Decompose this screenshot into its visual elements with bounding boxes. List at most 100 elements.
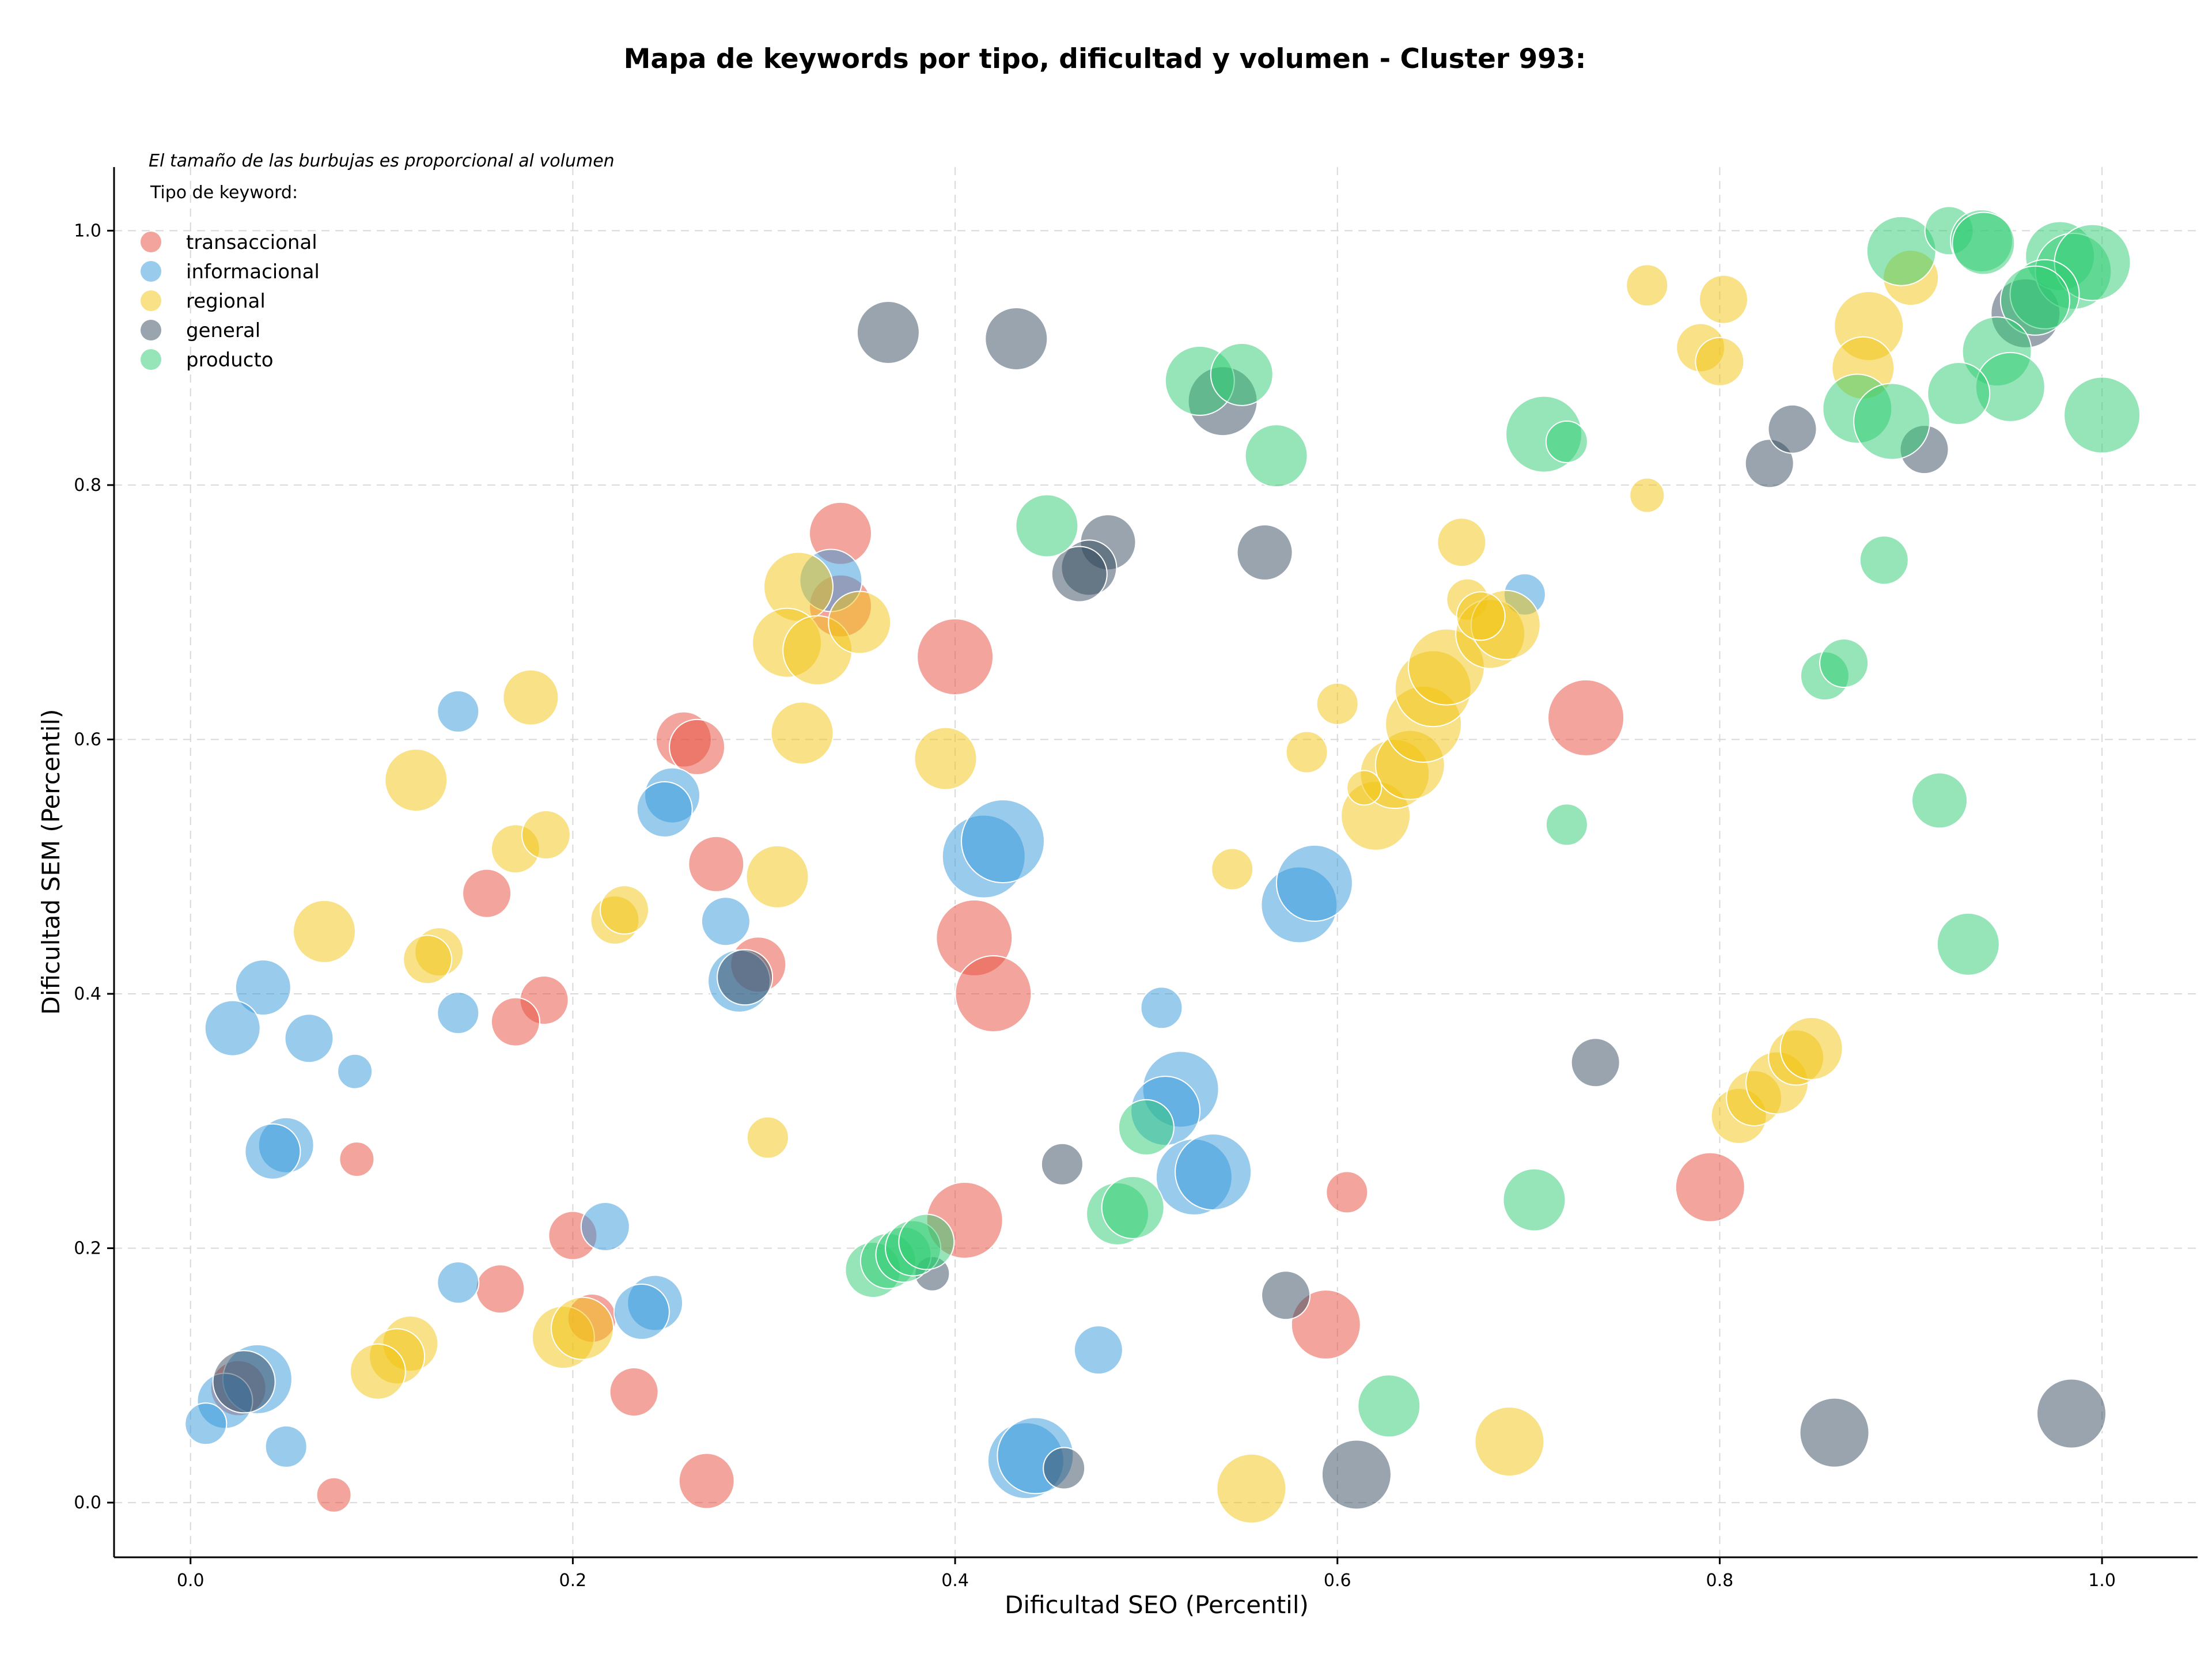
bubble-regional	[1626, 264, 1669, 307]
bubble-transaccional	[1675, 1152, 1745, 1223]
x-tick-label: 1.0	[2088, 1571, 2116, 1591]
bubble-informacional	[580, 1202, 630, 1251]
y-axis-label: Dificultad SEM (Percentil)	[37, 709, 65, 1015]
bubble-producto	[1819, 638, 1869, 688]
bubble-transaccional	[609, 1367, 659, 1417]
bubble-informacional	[437, 1261, 480, 1304]
bubble-regional	[1437, 517, 1487, 567]
bubble-producto	[1357, 1374, 1421, 1438]
bubble-informacional	[1073, 1325, 1123, 1375]
bubble-regional	[1629, 477, 1665, 513]
bubble-regional	[1211, 847, 1254, 891]
bubble-regional	[1316, 682, 1359, 725]
legend-item-producto: producto	[141, 349, 274, 372]
legend-label: informacional	[186, 260, 320, 283]
bubble-general	[1040, 1142, 1084, 1186]
bubble-general	[1043, 1447, 1086, 1490]
x-tick-label: 0.6	[1324, 1571, 1351, 1591]
bubble-layer	[184, 206, 2141, 1524]
bubble-producto	[1927, 362, 1991, 425]
bubble-general	[984, 307, 1048, 370]
bubble-regional	[1456, 591, 1506, 641]
bubble-producto	[1911, 772, 1968, 829]
bubble-informacional	[264, 1425, 308, 1468]
bubble-size-note: El tamaño de las burbujas es proporciona…	[149, 151, 615, 171]
x-axis-label: Dificultad SEO (Percentil)	[1005, 1591, 1309, 1619]
bubble-producto	[1244, 424, 1308, 488]
bubble-transaccional	[916, 618, 994, 695]
bubble-producto	[1101, 1175, 1165, 1239]
bubble-producto	[1999, 265, 2070, 336]
legend-item-regional: regional	[141, 290, 266, 313]
legend-item-general: general	[141, 319, 260, 342]
bubble-producto	[1118, 1099, 1175, 1156]
x-tick-label: 0.4	[941, 1571, 969, 1591]
bubble-transaccional	[955, 955, 1032, 1032]
bubble-producto	[1952, 211, 2016, 275]
bubble-informacional	[204, 1000, 261, 1057]
bubble-regional	[1346, 770, 1382, 806]
legend-marker	[141, 320, 161, 340]
chart-title: Mapa de keywords por tipo, dificultad y …	[624, 43, 1586, 75]
bubble-regional	[914, 727, 978, 790]
y-tick-label: 0.2	[74, 1239, 101, 1259]
bubble-regional	[384, 748, 448, 812]
bubble-regional	[293, 899, 356, 963]
bubble-informacional	[961, 799, 1045, 884]
bubble-general	[1236, 524, 1293, 581]
axes: 0.0 0.2 0.4 0.6 0.8 1.0 0.0 0.2 0.4 0.6 0.8 1.0	[74, 167, 2198, 1591]
legend: transaccional informacional regional genera…	[141, 231, 320, 372]
bubble-regional	[403, 934, 453, 985]
bubble-transaccional	[669, 718, 726, 775]
bubble-producto	[1853, 383, 1931, 460]
bubble-transaccional	[1547, 679, 1625, 756]
bubble-general	[1570, 1038, 1620, 1088]
bubble-transaccional	[316, 1477, 352, 1513]
bubble-informacional	[1275, 844, 1353, 922]
bubble-general	[1261, 1270, 1311, 1321]
legend-label: general	[186, 319, 260, 342]
legend-item-transaccional: transaccional	[141, 231, 317, 254]
bubble-producto	[1545, 803, 1588, 846]
legend-item-informacional: informacional	[141, 260, 320, 283]
bubble-informacional	[613, 1283, 670, 1340]
bubble-transaccional	[1325, 1171, 1369, 1214]
bubble-regional	[521, 810, 571, 860]
bubble-informacional	[184, 1402, 228, 1446]
series-producto	[844, 206, 2141, 1438]
bubble-informacional	[437, 690, 480, 733]
legend-label: regional	[186, 290, 266, 313]
bubble-informacional	[636, 781, 693, 838]
legend-marker	[141, 232, 161, 252]
bubble-producto	[1502, 1168, 1566, 1232]
bubble-regional	[1779, 1016, 1843, 1080]
bubble-transaccional	[688, 835, 745, 892]
bubble-regional	[349, 1343, 406, 1400]
legend-label: producto	[186, 349, 274, 372]
bubble-general	[1051, 546, 1108, 603]
x-tick-label: 0.0	[177, 1571, 204, 1591]
bubble-regional	[600, 885, 649, 935]
bubble-general	[2036, 1378, 2107, 1449]
bubble-producto	[1936, 912, 2000, 976]
bubble-regional	[770, 701, 834, 765]
bubble-regional	[502, 669, 559, 726]
bubble-regional	[551, 1296, 614, 1360]
bubble-general	[212, 1350, 276, 1414]
bubble-regional	[1695, 336, 1745, 387]
bubble-producto	[1015, 494, 1079, 558]
bubble-regional	[1216, 1453, 1287, 1524]
bubble-informacional	[337, 1053, 373, 1089]
legend-marker	[141, 349, 161, 370]
legend-marker	[141, 261, 161, 282]
bubble-producto	[1210, 342, 1274, 406]
bubble-transaccional	[490, 997, 540, 1047]
bubble-informacional	[234, 959, 291, 1016]
bubble-regional	[1699, 274, 1748, 324]
bubble-informacional	[1175, 1133, 1252, 1211]
y-tick-label: 0.6	[74, 729, 101, 750]
bubble-general	[1799, 1397, 1870, 1468]
y-tick-label: 0.4	[74, 984, 101, 1004]
bubble-general	[717, 949, 774, 1006]
